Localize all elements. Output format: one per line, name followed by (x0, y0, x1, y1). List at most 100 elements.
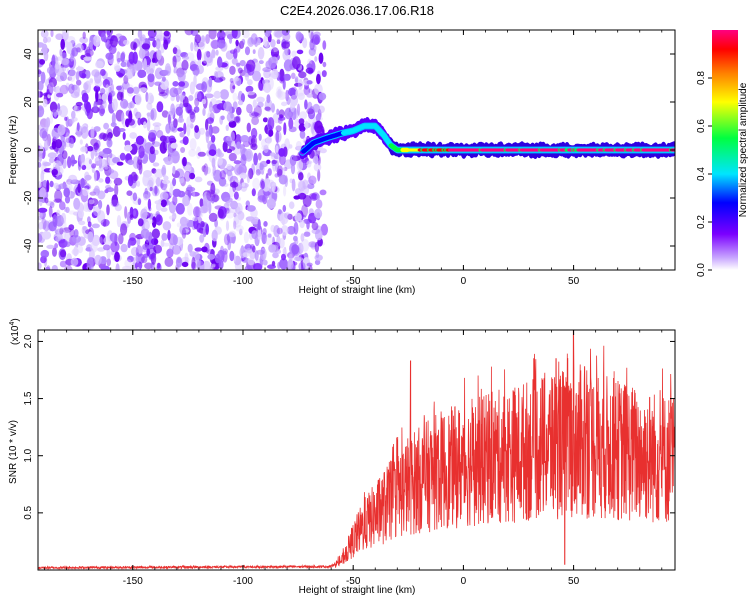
heatmap-noise-cell (106, 248, 111, 259)
heatmap-noise-cell (322, 40, 327, 50)
y-tick-label: 40 (23, 48, 34, 60)
heatmap-noise-cell (87, 231, 94, 243)
heatmap-noise-cell (232, 92, 238, 102)
heatmap-noise-cell (61, 57, 71, 68)
heatmap-noise-cell (314, 36, 320, 45)
snr-frame (37, 329, 676, 571)
heatmap-noise-cell (75, 101, 83, 107)
heatmap-noise-cell (155, 177, 161, 187)
heatmap-noise-cell (71, 235, 81, 244)
heatmap-noise-cell (110, 90, 116, 97)
heatmap-noise-cell (154, 200, 162, 205)
heatmap-noise-cell (188, 95, 194, 102)
heatmap-noise-cell (54, 189, 63, 203)
heatmap-noise-cell (46, 36, 52, 43)
heatmap-noise-cell (213, 77, 224, 83)
heatmap-noise-cell (61, 150, 68, 160)
heatmap-noise-cell (256, 96, 265, 103)
heatmap-noise-cell (282, 204, 287, 213)
heatmap-noise-cell (306, 80, 313, 85)
y-tick-label: -40 (23, 238, 34, 253)
heatmap-noise-cell (105, 84, 110, 95)
heatmap-noise-cell (277, 208, 282, 215)
heatmap-noise-cell (59, 201, 66, 211)
colorbar-tick-label: 0.0 (696, 263, 707, 277)
heatmap-noise-cell (56, 226, 65, 232)
heatmap-noise-cell (317, 169, 321, 182)
heatmap-noise-cell (80, 177, 85, 189)
heatmap-noise-cell (46, 83, 54, 96)
heatmap-noise-cell (144, 262, 153, 270)
heatmap-noise-cell (158, 91, 167, 97)
heatmap-noise-cell (321, 70, 327, 78)
heatmap-noise-cell (68, 83, 75, 94)
heatmap-noise-cell (163, 136, 171, 143)
heatmap-noise-cell (304, 99, 308, 110)
heatmap-noise-cell (145, 64, 151, 74)
heatmap-noise-cell (38, 161, 42, 168)
x-tick-label: 0 (461, 576, 467, 587)
heatmap-noise-cell (48, 205, 53, 218)
heatmap-noise-cell (308, 175, 317, 185)
heatmap-noise-cell (116, 91, 123, 101)
heatmap-noise-cell (244, 148, 253, 162)
heatmap-noise-cell (180, 147, 186, 153)
heatmap-noise-cell (298, 118, 305, 125)
heatmap-noise-cell (307, 101, 313, 112)
heatmap-noise-cell (157, 32, 165, 38)
heatmap-noise-cell (118, 128, 126, 132)
heatmap-noise-cell (288, 87, 297, 97)
y-tick-label: 0 (23, 147, 34, 153)
heatmap-noise-cell (252, 49, 256, 54)
heatmap-noise-cell (170, 103, 176, 116)
heatmap-ylabel: Frequency (Hz) (8, 116, 19, 185)
heatmap-noise-cell (177, 117, 185, 123)
heatmap-noise-cell (113, 177, 123, 186)
heatmap-noise-cell (54, 243, 58, 249)
heatmap-noise-cell (40, 249, 50, 258)
heatmap-noise-cell (220, 115, 225, 121)
heatmap-noise-cell (181, 59, 189, 71)
heatmap-noise-cell (319, 189, 327, 196)
heatmap-noise-cell (137, 30, 143, 39)
heatmap-noise-cell (115, 263, 120, 270)
heatmap-noise-cell (149, 146, 155, 155)
heatmap-noise-cell (163, 30, 170, 37)
heatmap-noise-cell (235, 225, 244, 232)
heatmap-noise-cell (296, 159, 304, 172)
heatmap-noise-cell (229, 78, 234, 83)
heatmap-noise-cell (102, 147, 112, 155)
heatmap-noise-cell (39, 198, 43, 207)
heatmap-noise-cell (139, 37, 143, 50)
heatmap-noise-cell (130, 65, 136, 73)
heatmap-noise-cell (278, 174, 288, 185)
heatmap-noise-cell (120, 98, 129, 109)
heatmap-noise-cell (78, 104, 82, 111)
heatmap-noise-cell (209, 101, 213, 113)
heatmap-noise-cell (259, 163, 264, 171)
heatmap-noise-cell (127, 174, 134, 187)
heatmap-noise-cell (42, 220, 50, 232)
heatmap-noise-cell (308, 106, 315, 116)
heatmap-noise-cell (75, 66, 85, 72)
heatmap-noise-cell (94, 70, 99, 79)
heatmap-noise-cell (54, 139, 63, 149)
heatmap-noise-cell (154, 263, 158, 268)
heatmap-noise-cell (106, 128, 113, 141)
heatmap-noise-cell (73, 246, 79, 257)
heatmap-noise-cell (267, 264, 276, 270)
x-tick-label: -150 (123, 576, 143, 587)
heatmap-noise-cell (298, 172, 304, 181)
heatmap-noise-cell (140, 208, 148, 220)
heatmap-noise-cell (258, 60, 264, 65)
heatmap-noise-cell (314, 208, 323, 219)
heatmap-noise-cell (135, 135, 145, 145)
heatmap-noise-cell (82, 226, 87, 231)
heatmap-noise-cell (122, 265, 132, 270)
heatmap-noise-cell (307, 183, 315, 190)
heatmap-noise-cell (305, 67, 314, 74)
heatmap-noise-cell (204, 166, 211, 175)
heatmap-noise-cell (155, 202, 162, 212)
heatmap-noise-cell (105, 187, 115, 193)
heatmap-noise-cell (82, 31, 86, 40)
